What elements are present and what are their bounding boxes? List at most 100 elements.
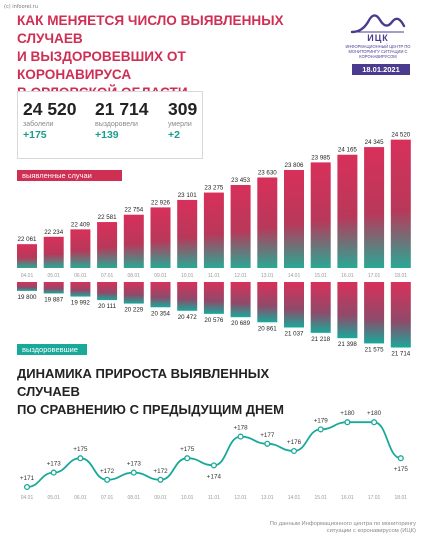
stat-cases: 24 520 заболели +175 — [23, 99, 77, 142]
recovered-value-label: 19 992 — [71, 300, 90, 307]
recovered-value-label: 21 218 — [311, 336, 330, 343]
line-chart-title: ДИНАМИКА ПРИРОСТА ВЫЯВЛЕННЫХ СЛУЧАЕВ ПО … — [17, 365, 317, 419]
recovered-bar — [17, 282, 37, 291]
recovered-bar — [310, 282, 331, 333]
growth-point — [317, 426, 324, 433]
growth-line-chart: +171 04.01 +173 05.01 +175 06.01 +172 07.01 +173… — [20, 410, 408, 501]
subtitle-line-1: ДИНАМИКА ПРИРОСТА ВЫЯВЛЕННЫХ СЛУЧАЕВ — [17, 366, 270, 399]
cases-bar — [337, 154, 358, 268]
cases-date-label: 17.01 — [368, 273, 381, 279]
recovered-bar — [43, 282, 64, 294]
stat-deaths: 309 умерли +2 — [168, 100, 197, 142]
growth-point — [371, 419, 378, 426]
growth-value-label: +175 — [73, 446, 88, 453]
footer-source: По данным Информационного центра по мони… — [269, 521, 416, 534]
recovered-bar — [123, 282, 144, 304]
growth-point — [157, 476, 164, 483]
cases-date-label: 14.01 — [288, 273, 301, 279]
growth-date-label: 12.01 — [234, 495, 247, 501]
cases-value-label: 23 630 — [258, 169, 277, 176]
growth-date-label: 10.01 — [181, 495, 194, 501]
recovered-bar — [97, 282, 118, 301]
cases-value-label: 23 101 — [178, 192, 197, 199]
recovered-value-label: 20 111 — [98, 303, 117, 310]
cases-date-label: 12.01 — [234, 273, 247, 279]
logo-wave-icon — [350, 14, 406, 34]
growth-point — [50, 469, 57, 476]
cases-bar — [43, 236, 64, 268]
cases-value-label: 23 985 — [311, 154, 330, 161]
cases-bar — [364, 147, 385, 268]
cases-value-label: 22 581 — [98, 214, 117, 221]
stats-box: 24 520 заболели +175 21 714 выздоровели … — [17, 91, 203, 159]
cases-bar — [257, 177, 278, 268]
growth-value-label: +174 — [207, 473, 222, 480]
cases-bar — [390, 139, 411, 268]
growth-value-label: +176 — [287, 439, 302, 446]
cases-bar — [284, 169, 304, 268]
growth-point — [77, 455, 84, 462]
growth-point — [344, 419, 351, 426]
growth-value-label: +173 — [127, 461, 142, 468]
growth-date-label: 16.01 — [341, 495, 354, 501]
cases-value-label: 24 345 — [365, 139, 384, 146]
growth-date-label: 05.01 — [47, 495, 60, 501]
cases-value-label: 22 926 — [151, 199, 170, 206]
recovered-value-label: 20 229 — [124, 307, 143, 314]
recovered-value-label: 21 398 — [338, 341, 357, 348]
growth-point — [290, 447, 298, 455]
recovered-bar — [230, 282, 251, 318]
recovered-value-label: 20 576 — [204, 317, 223, 324]
recovered-series-label: выздоровевшие — [17, 344, 87, 355]
growth-point — [397, 455, 404, 462]
growth-date-label: 17.01 — [368, 495, 381, 501]
growth-value-label: +171 — [20, 475, 35, 482]
growth-date-label: 09.01 — [154, 495, 167, 501]
cases-date-label: 16.01 — [341, 273, 354, 279]
cases-date-label: 11.01 — [208, 273, 220, 279]
stat-cases-value: 24 520 — [23, 99, 77, 119]
stat-deaths-delta: +2 — [168, 129, 180, 141]
growth-value-label: +177 — [260, 432, 275, 439]
growth-point — [23, 483, 31, 491]
cases-date-label: 04.01 — [21, 273, 34, 279]
title-line-1: КАК МЕНЯЕТСЯ ЧИСЛО ВЫЯВЛЕННЫХ СЛУЧАЕВ — [17, 13, 284, 46]
cases-date-label: 18.01 — [395, 273, 408, 279]
cases-bar — [123, 214, 144, 268]
growth-value-label: +180 — [340, 410, 355, 417]
cases-series-label: выявленные случаи — [17, 170, 122, 181]
recovered-bar-chart: 19 800 19 887 19 992 20 111 20 229 20 354 20 4… — [17, 282, 411, 358]
growth-point — [184, 455, 191, 462]
cases-bar — [70, 229, 91, 268]
cases-bar-chart: 22 061 04.01 22 234 05.01 22 409 06.01 22 581 0… — [17, 132, 411, 279]
recovered-bar — [70, 282, 91, 297]
recovered-value-label: 20 689 — [231, 320, 250, 327]
growth-value-label: +179 — [314, 417, 329, 424]
cases-date-label: 09.01 — [154, 273, 167, 279]
stat-recovered-label: выздоровели — [95, 121, 138, 128]
growth-value-label: +178 — [234, 425, 249, 432]
growth-date-label: 08.01 — [128, 495, 141, 501]
growth-value-label: +172 — [153, 468, 168, 475]
growth-value-label: +173 — [47, 461, 62, 468]
growth-date-label: 13.01 — [261, 495, 274, 501]
recovered-value-label: 20 354 — [151, 310, 170, 317]
growth-date-label: 15.01 — [314, 495, 327, 501]
recovered-value-label: 21 037 — [285, 330, 304, 337]
stat-deaths-label: умерли — [168, 121, 192, 128]
cases-date-label: 13.01 — [261, 273, 274, 279]
cases-bar — [17, 244, 37, 268]
growth-point — [264, 440, 271, 447]
credit-text: (c) infoorel.ru — [4, 4, 38, 10]
cases-value-label: 23 806 — [285, 162, 304, 169]
growth-point — [210, 462, 217, 469]
cases-bar — [97, 222, 118, 268]
growth-date-label: 18.01 — [395, 495, 408, 501]
growth-value-label: +175 — [180, 446, 195, 453]
growth-value-label: +180 — [367, 410, 382, 417]
cases-value-label: 22 409 — [71, 221, 90, 228]
cases-date-label: 08.01 — [128, 273, 141, 279]
growth-value-label: +172 — [100, 468, 115, 475]
growth-point — [237, 433, 244, 440]
